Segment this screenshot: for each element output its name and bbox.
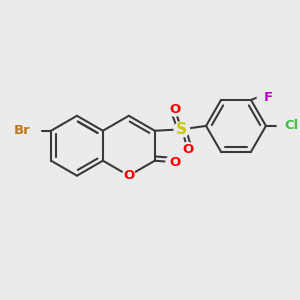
Circle shape (166, 156, 179, 169)
Text: O: O (169, 156, 180, 169)
Circle shape (26, 124, 38, 137)
Text: Cl: Cl (285, 119, 299, 132)
Text: Br: Br (14, 124, 31, 137)
Text: O: O (123, 169, 134, 182)
Text: F: F (264, 91, 273, 103)
Text: O: O (182, 143, 193, 156)
Circle shape (278, 120, 290, 132)
Circle shape (181, 142, 194, 155)
Text: S: S (176, 122, 188, 137)
Circle shape (174, 122, 190, 137)
Circle shape (257, 92, 268, 102)
Circle shape (169, 104, 181, 116)
Text: O: O (169, 103, 180, 116)
Circle shape (122, 169, 135, 182)
